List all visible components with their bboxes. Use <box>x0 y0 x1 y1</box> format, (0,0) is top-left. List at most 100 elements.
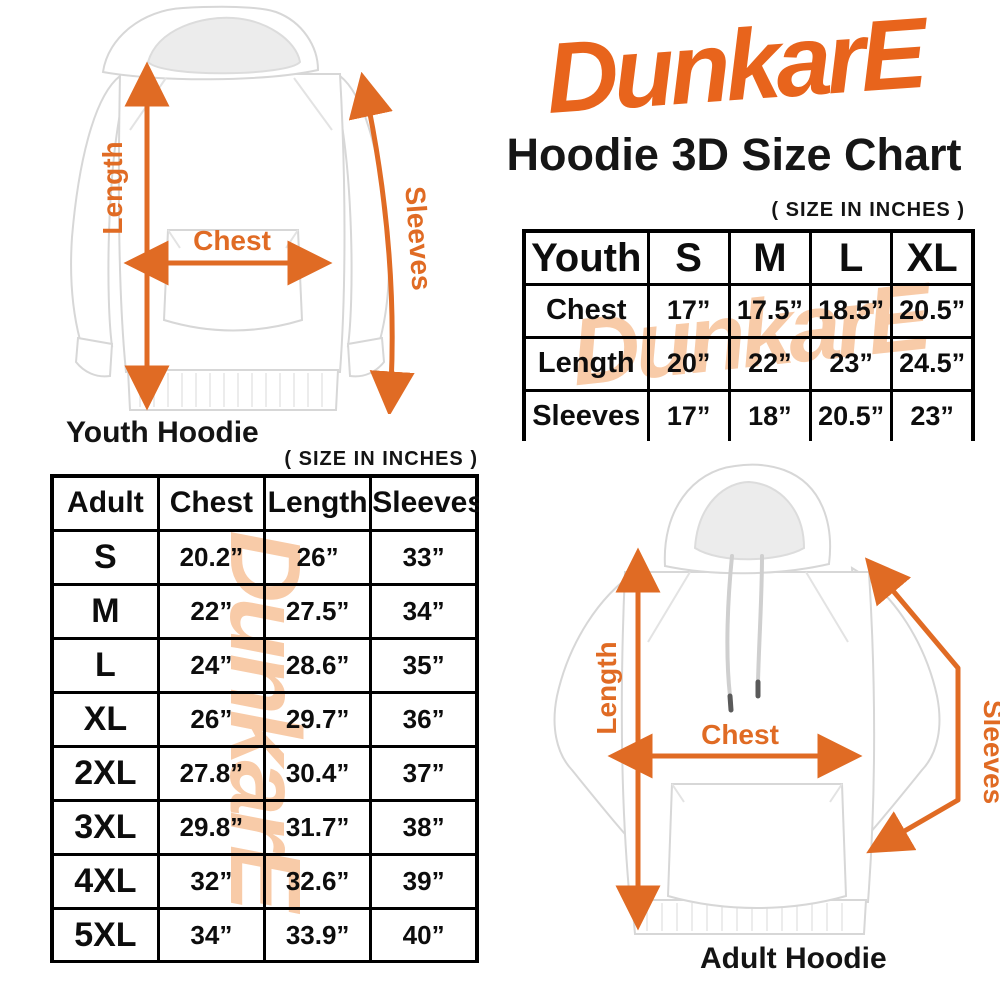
youth-hem <box>126 369 340 411</box>
size-value-cell: 20” <box>646 335 731 392</box>
size-value-cell: 27.8” <box>156 744 267 802</box>
size-value-cell: 33.9” <box>262 906 373 963</box>
column-header: S <box>646 229 731 286</box>
size-value-cell: 29.7” <box>262 690 373 748</box>
size-value-cell: 20.5” <box>890 282 975 339</box>
adult-sleeves-label: Sleeves <box>978 700 1000 804</box>
size-value-cell: 18.5” <box>808 282 894 339</box>
row-label: 5XL <box>50 906 160 963</box>
youth-left-cuff <box>74 336 114 378</box>
adult-kangaroo-pocket <box>666 783 848 909</box>
row-label: 4XL <box>50 852 160 910</box>
size-value-cell: 31.7” <box>262 798 373 856</box>
size-value-cell: 34” <box>369 582 479 640</box>
size-value-cell: 22” <box>156 582 267 640</box>
table-row: 5XL 34” 33.9” 40” <box>50 906 479 963</box>
row-label: XL <box>50 690 160 748</box>
column-header: L <box>808 229 894 286</box>
youth-chest-label: Chest <box>193 225 271 256</box>
size-value-cell: 20.5” <box>808 388 894 441</box>
table-row: S 20.2” 26” 33” <box>50 528 479 586</box>
size-value-cell: 18” <box>727 388 813 441</box>
youth-size-table-container: DunkarE Youth S M L XL Chest 17” 17.5” 18.5” 20.5… <box>522 229 975 441</box>
size-value-cell: 20.2” <box>156 528 267 586</box>
youth-left-sleeve <box>70 74 126 348</box>
row-label: Sleeves <box>522 388 650 441</box>
youth-size-unit-note: ( SIZE IN INCHES ) <box>771 199 965 221</box>
size-value-cell: 33” <box>369 528 479 586</box>
adult-chest-label: Chest <box>701 719 779 750</box>
adult-hoodie-caption: Adult Hoodie <box>700 942 887 975</box>
size-value-cell: 35” <box>369 636 479 694</box>
size-value-cell: 17” <box>646 282 731 339</box>
row-label: 3XL <box>50 798 160 856</box>
size-value-cell: 23” <box>808 335 894 392</box>
youth-sleeves-arrow <box>348 71 415 414</box>
adult-drawstring-right <box>756 554 764 684</box>
table-row: M 22” 27.5” 34” <box>50 582 479 640</box>
row-label: S <box>50 528 160 586</box>
brand-logo: DunkarE <box>542 0 926 135</box>
size-value-cell: 24” <box>156 636 267 694</box>
column-header: XL <box>890 229 975 286</box>
size-value-cell: 32” <box>156 852 267 910</box>
size-value-cell: 39” <box>369 852 479 910</box>
page-title: Hoodie 3D Size Chart <box>506 129 962 180</box>
table-row: 4XL 32” 32.6” 39” <box>50 852 479 910</box>
table-row: 3XL 29.8” 31.7” 38” <box>50 798 479 856</box>
adult-length-label: Length <box>591 641 622 734</box>
column-header: Adult <box>50 474 160 532</box>
youth-hoodie-caption: Youth Hoodie <box>66 416 259 449</box>
adult-drawstring-left <box>725 554 734 698</box>
adult-sleeves-arrow <box>864 557 961 854</box>
column-header: M <box>727 229 813 286</box>
row-label: Chest <box>522 282 650 339</box>
table-row: Length 20” 22” 23” 24.5” <box>522 335 975 392</box>
column-header: Sleeves <box>369 474 479 532</box>
table-row: XL 26” 29.7” 36” <box>50 690 479 748</box>
size-value-cell: 24.5” <box>890 335 975 392</box>
youth-length-label: Length <box>97 141 128 234</box>
size-value-cell: 26” <box>262 528 373 586</box>
youth-hem-ribs <box>139 373 323 407</box>
size-value-cell: 38” <box>369 798 479 856</box>
youth-hood-opening <box>146 16 302 75</box>
adult-size-table-container: DunkarE Adult Chest Length Sleeves S 20.2” 26”… <box>50 474 479 963</box>
size-value-cell: 36” <box>369 690 479 748</box>
size-value-cell: 37” <box>369 744 479 802</box>
size-value-cell: 32.6” <box>262 852 373 910</box>
column-header: Chest <box>156 474 267 532</box>
size-value-cell: 27.5” <box>262 582 373 640</box>
table-row: Sleeves 17” 18” 20.5” 23” <box>522 388 975 441</box>
size-value-cell: 23” <box>890 388 975 441</box>
size-value-cell: 26” <box>156 690 267 748</box>
size-value-cell: 30.4” <box>262 744 373 802</box>
table-row: Chest 17” 17.5” 18.5” 20.5” <box>522 282 975 339</box>
youth-right-cuff <box>346 336 386 378</box>
row-label: L <box>50 636 160 694</box>
column-header: Length <box>262 474 373 532</box>
size-value-cell: 22” <box>727 335 813 392</box>
youth-size-table: Youth S M L XL Chest 17” 17.5” 18.5” 20.5” Length 2… <box>522 229 975 441</box>
size-value-cell: 34” <box>156 906 267 963</box>
size-value-cell: 40” <box>369 906 479 963</box>
size-value-cell: 29.8” <box>156 798 267 856</box>
row-label: M <box>50 582 160 640</box>
adult-size-table: Adult Chest Length Sleeves S 20.2” 26” 33” M 22” 2… <box>50 474 479 963</box>
adult-hood-opening <box>693 480 806 561</box>
size-value-cell: 17.5” <box>727 282 813 339</box>
youth-sleeves-label: Sleeves <box>399 185 437 291</box>
row-label: 2XL <box>50 744 160 802</box>
row-label: Length <box>522 335 650 392</box>
adult-hoodie-illustration: Length Chest Sleeves <box>553 463 1000 935</box>
column-header: Youth <box>522 229 650 286</box>
adult-size-unit-note: ( SIZE IN INCHES ) <box>284 448 478 470</box>
table-row: 2XL 27.8” 30.4” 37” <box>50 744 479 802</box>
size-value-cell: 28.6” <box>262 636 373 694</box>
table-header-row: Adult Chest Length Sleeves <box>50 474 479 532</box>
table-row: L 24” 28.6” 35” <box>50 636 479 694</box>
size-value-cell: 17” <box>646 388 731 441</box>
youth-hoodie-illustration: Length Chest Sleeves <box>70 5 438 414</box>
table-header-row: Youth S M L XL <box>522 229 975 286</box>
